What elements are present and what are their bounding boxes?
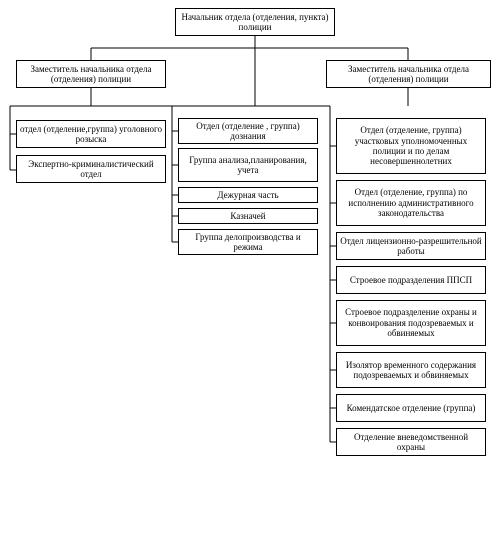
- node-r6: Изолятор временного содержания подозрева…: [336, 352, 486, 388]
- label: Строевое подразделения ППСП: [350, 275, 472, 285]
- label: Комендатское отделение (группа): [347, 403, 476, 413]
- node-dep2: Заместитель начальника отдела (отделения…: [326, 60, 491, 88]
- label: Начальник отдела (отделения, пункта) пол…: [179, 12, 331, 33]
- node-l2: Экспертно-криминалистический отдел: [16, 155, 166, 183]
- label: Дежурная часть: [217, 190, 278, 200]
- node-m2: Группа анализа,планирования, учета: [178, 148, 318, 182]
- label: Строевое подразделение охраны и конвоиро…: [340, 307, 482, 338]
- label: Группа делопроизводства и режима: [182, 232, 314, 253]
- node-m5: Группа делопроизводства и режима: [178, 229, 318, 255]
- node-r5: Строевое подразделение охраны и конвоиро…: [336, 300, 486, 346]
- node-root: Начальник отдела (отделения, пункта) пол…: [175, 8, 335, 36]
- node-r4: Строевое подразделения ППСП: [336, 266, 486, 294]
- label: Отдел (отделение, группа) участковых упо…: [340, 125, 482, 166]
- label: Изолятор временного содержания подозрева…: [340, 360, 482, 381]
- node-m4: Казначей: [178, 208, 318, 224]
- node-r1: Отдел (отделение, группа) участковых упо…: [336, 118, 486, 174]
- label: Отдел лицензионно-разрешительной работы: [340, 236, 482, 257]
- label: Казначей: [230, 211, 265, 221]
- node-dep1: Заместитель начальника отдела (отделения…: [16, 60, 166, 88]
- node-r7: Комендатское отделение (группа): [336, 394, 486, 422]
- node-l1: отдел (отделение,группа) уголовного розы…: [16, 120, 166, 148]
- label: Заместитель начальника отдела (отделения…: [330, 64, 487, 85]
- label: Отдел (отделение , группа) дознания: [182, 121, 314, 142]
- label: отдел (отделение,группа) уголовного розы…: [20, 124, 162, 145]
- label: Экспертно-криминалистический отдел: [20, 159, 162, 180]
- label: Заместитель начальника отдела (отделения…: [20, 64, 162, 85]
- node-m3: Дежурная часть: [178, 187, 318, 203]
- node-r8: Отделение вневедомственной охраны: [336, 428, 486, 456]
- label: Отделение вневедомственной охраны: [340, 432, 482, 453]
- label: Группа анализа,планирования, учета: [182, 155, 314, 176]
- node-m1: Отдел (отделение , группа) дознания: [178, 118, 318, 144]
- node-r2: Отдел (отделение, группа) по исполнению …: [336, 180, 486, 226]
- label: Отдел (отделение, группа) по исполнению …: [340, 187, 482, 218]
- node-r3: Отдел лицензионно-разрешительной работы: [336, 232, 486, 260]
